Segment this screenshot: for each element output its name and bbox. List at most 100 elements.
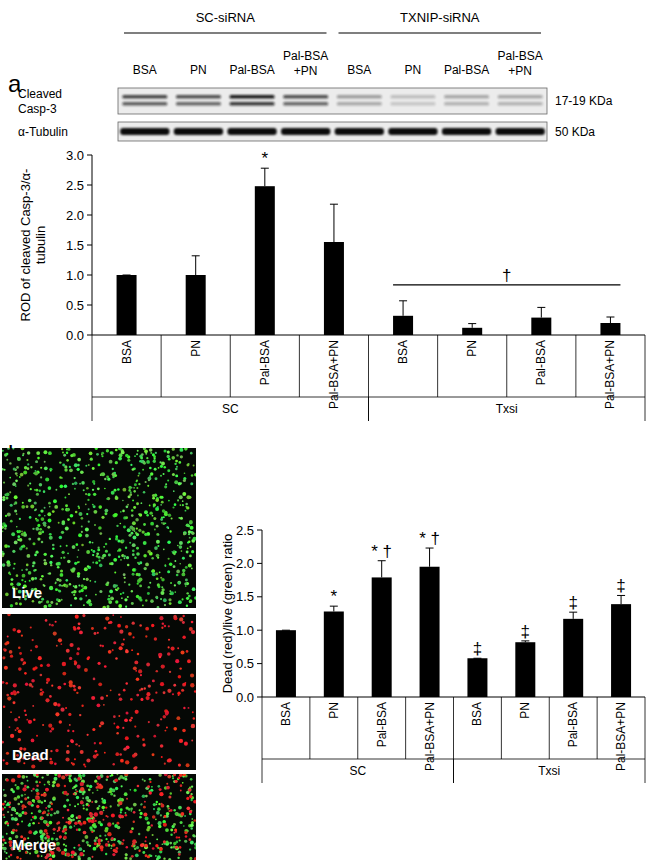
cell-dot xyxy=(153,808,155,810)
cell-dot xyxy=(94,780,97,783)
cell-dot xyxy=(140,812,143,815)
cell-dot xyxy=(180,821,183,824)
cell-dot xyxy=(93,510,97,514)
cell-dot xyxy=(131,827,134,830)
cell-dot xyxy=(110,793,113,796)
cell-dot xyxy=(26,776,28,778)
cell-dot xyxy=(30,626,32,628)
cell-dot xyxy=(28,830,32,834)
cell-dot xyxy=(179,739,183,743)
cell-dot xyxy=(112,614,114,616)
cell-dot xyxy=(98,526,102,530)
table-line xyxy=(645,397,646,421)
cell-dot xyxy=(81,531,83,533)
cell-dot xyxy=(178,675,181,678)
cell-dot xyxy=(38,822,40,824)
cell-dot xyxy=(24,785,27,788)
error-bar xyxy=(330,606,338,611)
cell-dot xyxy=(43,793,47,797)
cell-dot xyxy=(164,774,168,776)
lane-label: PN xyxy=(405,63,422,77)
cell-dot xyxy=(37,524,40,527)
cell-dot xyxy=(157,606,160,608)
cell-dot xyxy=(99,725,102,728)
cell-dot xyxy=(127,459,130,462)
cell-dot xyxy=(98,464,101,467)
cell-dot xyxy=(157,807,161,811)
cell-dot xyxy=(188,788,192,792)
cell-dot xyxy=(44,562,48,566)
y-tick xyxy=(87,155,92,156)
cell-dot xyxy=(145,599,147,601)
cell-dot xyxy=(92,504,94,506)
cell-dot xyxy=(41,530,44,533)
cell-dot xyxy=(89,812,91,814)
cell-dot xyxy=(81,517,84,520)
cell-dot xyxy=(113,584,117,588)
cell-dot xyxy=(120,511,122,513)
cell-dot xyxy=(81,525,83,527)
cell-dot xyxy=(175,474,178,477)
cell-dot xyxy=(120,759,124,763)
cell-dot xyxy=(164,512,168,516)
cell-dot xyxy=(49,572,52,575)
error-bar xyxy=(378,561,386,578)
cell-dot xyxy=(147,550,151,554)
cell-dot xyxy=(133,821,135,823)
cell-dot xyxy=(168,625,170,627)
cell-dot xyxy=(110,689,112,691)
cell-dot xyxy=(80,750,84,754)
cell-dot xyxy=(32,528,34,530)
cell-dot xyxy=(188,788,191,791)
cell-dot xyxy=(142,851,145,854)
cell-dot xyxy=(33,832,36,835)
cell-dot xyxy=(168,458,171,461)
cell-dot xyxy=(54,774,57,776)
cell-dot xyxy=(2,814,4,816)
cell-dot xyxy=(60,708,64,712)
cell-dot xyxy=(74,482,77,485)
cell-dot xyxy=(104,829,108,833)
cell-dot xyxy=(133,490,136,493)
cell-dot xyxy=(147,485,149,487)
cell-dot xyxy=(88,789,91,792)
cell-dot xyxy=(184,742,188,746)
cell-dot xyxy=(130,464,132,466)
cell-dot xyxy=(105,853,107,855)
cell-dot xyxy=(183,479,186,482)
cell-dot xyxy=(49,858,53,860)
cell-dot xyxy=(19,476,21,478)
cell-dot xyxy=(81,705,83,707)
cell-dot xyxy=(52,780,56,784)
cell-dot xyxy=(107,841,109,843)
cell-dot xyxy=(42,691,44,693)
cell-dot xyxy=(80,470,84,474)
cell-dot xyxy=(41,817,43,819)
cell-dot xyxy=(167,805,170,808)
cell-dot xyxy=(152,497,155,500)
cell-dot xyxy=(165,712,169,716)
bar xyxy=(420,567,440,697)
cell-dot xyxy=(74,562,77,565)
cell-dot xyxy=(17,457,20,460)
cell-dot xyxy=(126,711,129,714)
cell-dot xyxy=(7,614,10,616)
cell-dot xyxy=(31,679,35,683)
cell-dot xyxy=(65,584,69,588)
error-bar-cap xyxy=(606,317,614,318)
cell-dot xyxy=(11,814,13,816)
cell-dot xyxy=(122,839,124,841)
micrograph xyxy=(2,614,196,770)
category-label: Pal-BSA+PN xyxy=(327,340,341,409)
cell-dot xyxy=(153,503,156,506)
cell-dot xyxy=(152,572,156,576)
cell-dot xyxy=(38,531,42,535)
cell-dot xyxy=(41,541,44,544)
cell-dot xyxy=(75,743,77,745)
cell-dot xyxy=(71,850,75,854)
cell-dot xyxy=(149,505,151,507)
cell-dot xyxy=(92,550,95,553)
cell-dot xyxy=(174,480,178,484)
cell-dot xyxy=(113,849,117,853)
cell-dot xyxy=(32,822,35,825)
